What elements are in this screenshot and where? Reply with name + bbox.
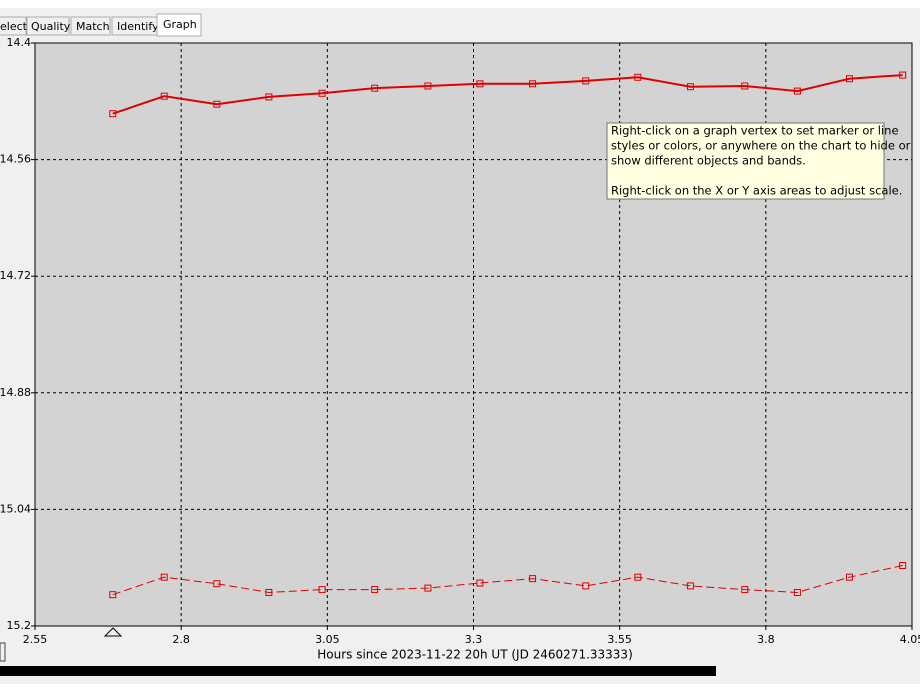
y-tick-label: 15.2 — [7, 619, 32, 632]
vertex-marker — [371, 586, 379, 594]
vertex-marker — [109, 591, 117, 599]
vertex-marker — [899, 562, 907, 570]
series-line — [112, 565, 903, 596]
tooltip-box — [606, 122, 885, 200]
y-tick-label: 14.56 — [0, 153, 31, 166]
x-tick-label: 3.55 — [607, 633, 632, 646]
y-tick-label: 14.72 — [0, 269, 31, 282]
scroll-stub — [0, 642, 6, 662]
vertex-marker — [213, 580, 221, 588]
vertex-marker — [424, 82, 432, 90]
x-tick-label: 3.05 — [315, 633, 340, 646]
y-tick-label: 14.88 — [0, 386, 31, 399]
vertex-marker — [318, 586, 326, 594]
vertex-marker — [741, 82, 749, 90]
vertex-marker — [160, 92, 168, 100]
vertex-marker — [793, 87, 801, 95]
tooltip-line: Right-click on a graph vertex to set mar… — [611, 124, 899, 138]
tab[interactable] — [0, 16, 27, 36]
vertex-marker — [634, 73, 642, 81]
marker-icon — [103, 627, 123, 637]
x-tick-label: 2.55 — [23, 633, 48, 646]
x-tick-label: 3.3 — [465, 633, 483, 646]
vertex-marker — [265, 588, 273, 596]
vertex-marker — [686, 83, 694, 91]
vertex-marker — [160, 573, 168, 581]
vertex-marker — [529, 80, 537, 88]
vertex-marker — [741, 586, 749, 594]
tooltip-line: styles or colors, or anywhere on the cha… — [611, 139, 911, 153]
vertex-marker — [371, 84, 379, 92]
tooltip-line: show different objects and bands. — [611, 154, 806, 168]
tab-label[interactable]: Quality — [31, 20, 71, 33]
tab-label[interactable]: elect — [0, 20, 28, 33]
vertex-marker — [109, 110, 117, 118]
x-tick-label: 3.8 — [757, 633, 775, 646]
tab-label[interactable]: Graph — [163, 18, 197, 31]
marks — [109, 71, 907, 599]
vertex-marker — [686, 582, 694, 590]
vertex-marker — [265, 93, 273, 101]
x-tick-label: 4.05 — [900, 633, 920, 646]
tab[interactable] — [70, 16, 111, 36]
vertex-marker — [582, 582, 590, 590]
tab-label[interactable]: Match — [76, 20, 110, 33]
y-tick-label: 15.04 — [0, 502, 31, 515]
tab-label[interactable]: Identify — [117, 20, 159, 33]
vertex-marker — [793, 588, 801, 596]
vertex-marker — [476, 579, 484, 587]
vertex-marker — [529, 575, 537, 583]
vertex-marker — [582, 77, 590, 85]
vertex-marker — [845, 573, 853, 581]
vertex-marker — [845, 75, 853, 83]
vertex-marker — [899, 71, 907, 79]
tooltip-line: Right-click on the X or Y axis areas to … — [611, 184, 902, 198]
vertex-marker — [318, 89, 326, 97]
series-line — [112, 74, 903, 115]
x-axis-label: Hours since 2023-11-22 20h UT (JD 246027… — [317, 648, 633, 662]
vertex-marker — [424, 584, 432, 592]
y-tick-label: 14.4 — [7, 36, 32, 49]
progress-bar — [0, 666, 716, 676]
tab-selected[interactable] — [156, 13, 202, 37]
vertex-marker — [213, 100, 221, 108]
vertex-marker — [476, 80, 484, 88]
tooltip: Right-click on a graph vertex to set mar… — [606, 122, 911, 200]
tab-strip: elect Quality Match Identify Graph — [0, 13, 202, 37]
vertex-marker — [634, 573, 642, 581]
tab[interactable] — [26, 16, 70, 36]
x-tick-label: 2.8 — [172, 633, 190, 646]
